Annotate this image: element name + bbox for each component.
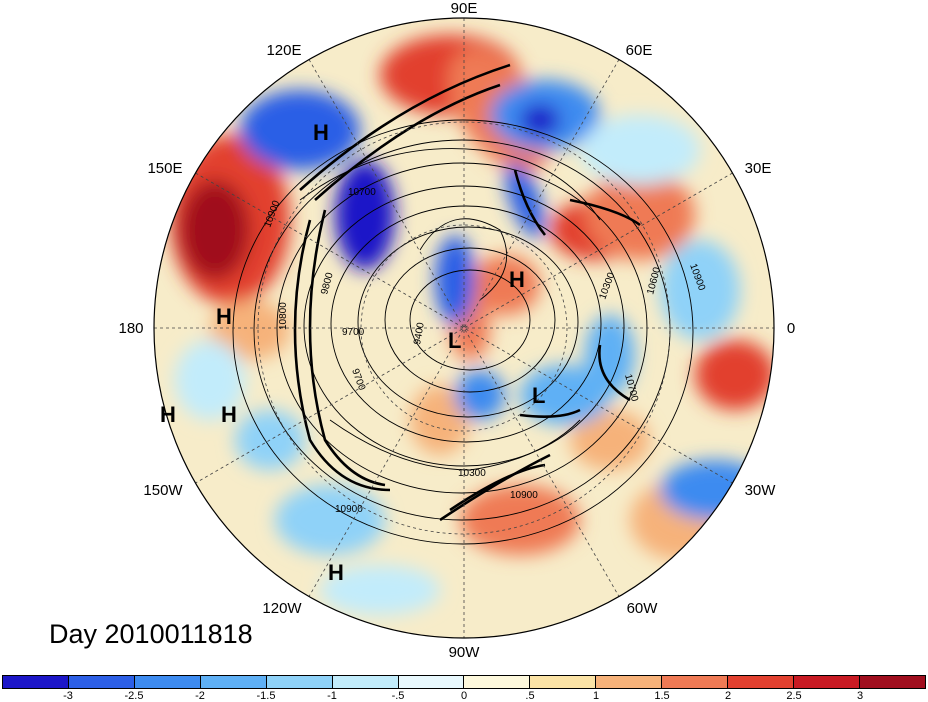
lon-label-90e: 90E [451,0,478,17]
lon-label-150w: 150W [143,482,183,499]
contour-label: 10900 [335,504,363,515]
colorbar-tick-label: -1 [327,690,337,702]
colorbar-swatch [332,676,399,688]
high-pressure-label: H [328,560,344,585]
colorbar-swatch [794,676,860,688]
colorbar-swatch [68,676,135,688]
colorbar-tick-label: 2 [724,690,732,702]
high-pressure-label: H [221,402,237,427]
colorbar-tick-label: -.5 [391,690,405,702]
low-pressure-label: L [448,328,461,353]
colorbar-tick-label: 0 [460,690,468,702]
colorbar-swatch [859,676,925,688]
height-contours [232,119,694,545]
contour-label: 10700 [348,187,376,198]
colorbar-tick-label: 2.5 [786,690,802,702]
high-pressure-label: H [313,120,329,145]
lon-label-0: 0 [787,320,795,337]
colorbar-swatch [596,676,663,688]
colorbar-swatch [662,676,729,688]
contour-label: 9400 [412,321,427,345]
colorbar-tick-label: -1.5 [256,690,276,702]
colorbar-tick-label: -3 [63,690,73,702]
lon-label-30w: 30W [745,482,777,499]
high-pressure-label: H [509,267,525,292]
colorbar-swatch [134,676,201,688]
colorbar-swatch [3,676,69,688]
colorbar-labels: -3 -2.5 -2 -1.5 -1 -.5 0 .5 1 1.5 2 2.5 3 [0,690,928,702]
low-pressure-label: L [532,383,545,408]
lon-label-120e: 120E [266,42,301,59]
anomaly-shading [154,18,774,638]
high-pressure-label: H [160,402,176,427]
colorbar-tick-label: -2.5 [124,690,144,702]
longitude-labels: 90E 120E 60E 150E 30E 180 0 150W 30W 120… [118,0,795,661]
colorbar-swatch [728,676,795,688]
colorbar-tick-label: .5 [525,690,535,702]
figure-title: Day 2010011818 [49,619,253,649]
colorbar-swatch [200,676,267,688]
lon-label-90w: 90W [449,644,481,661]
colorbar-tick-label: -2 [195,690,205,702]
contour-label: 10800 [278,302,289,330]
colorbar-swatch [398,676,465,688]
pressure-centers: H H L H H H L H [160,120,545,585]
colorbar-swatch [530,676,597,688]
colorbar-tick-label: 3 [856,690,864,702]
lon-label-30e: 30E [745,160,772,177]
lon-label-180: 180 [118,320,143,337]
contour-label: 9700 [342,327,365,338]
contour-label: 10900 [510,490,538,501]
colorbar-tick-label: 1.5 [654,690,670,702]
colorbar-swatch [266,676,333,688]
map-boundary [153,17,775,639]
colorbar [2,675,926,689]
lon-label-150e: 150E [147,160,182,177]
lon-label-120w: 120W [262,600,302,617]
contour-label: 10300 [458,468,486,479]
graticule [154,18,774,638]
high-pressure-label: H [216,304,232,329]
lon-label-60e: 60E [626,42,653,59]
lon-label-60w: 60W [627,600,659,617]
colorbar-tick-label: 1 [592,690,600,702]
colorbar-swatch [464,676,531,688]
